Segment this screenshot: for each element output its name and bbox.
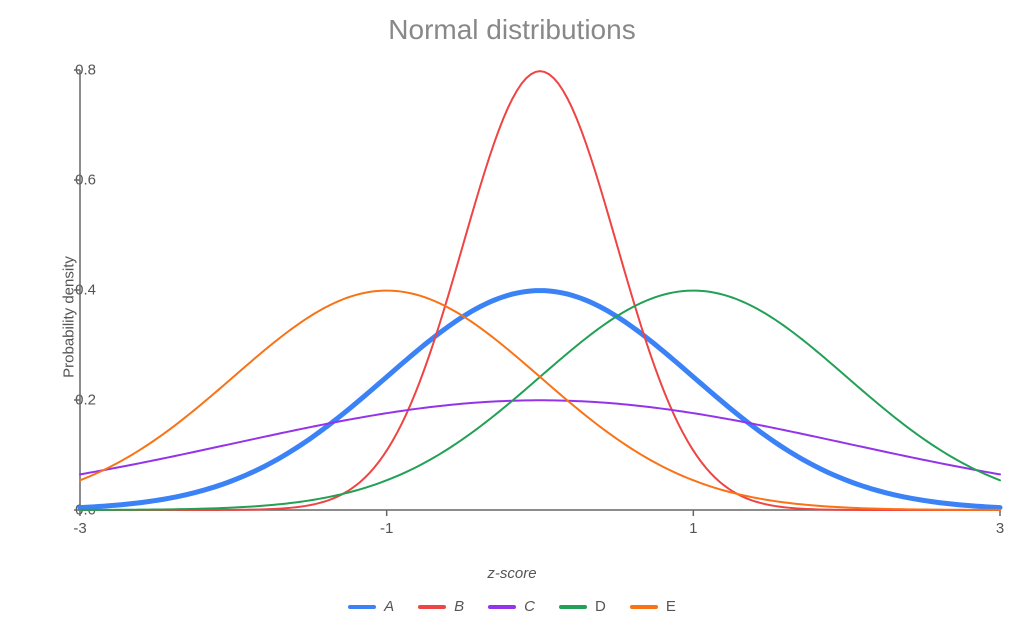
legend-swatch — [488, 605, 516, 609]
legend-label: A — [384, 598, 394, 615]
legend-swatch — [348, 605, 376, 609]
legend-item-C: C — [488, 598, 535, 615]
chart-title: Normal distributions — [0, 14, 1024, 46]
legend-item-E: E — [630, 598, 676, 615]
legend-item-A: A — [348, 598, 394, 615]
x-axis-label: z-score — [0, 565, 1024, 582]
plot-area — [80, 70, 1000, 510]
x-tick: 3 — [996, 520, 1004, 537]
legend-swatch — [559, 605, 587, 609]
x-tick: 1 — [689, 520, 697, 537]
legend-swatch — [630, 605, 658, 609]
legend-item-D: D — [559, 598, 606, 615]
legend-label: E — [666, 598, 676, 615]
chart-container: Normal distributions Probability density… — [0, 0, 1024, 633]
legend-swatch — [418, 605, 446, 609]
series-C — [80, 400, 1000, 474]
legend-label: C — [524, 598, 535, 615]
x-tick: -3 — [73, 520, 86, 537]
y-axis-label: Probability density — [60, 256, 77, 378]
legend: A B C D E — [0, 598, 1024, 615]
legend-label: B — [454, 598, 464, 615]
x-tick: -1 — [380, 520, 393, 537]
legend-label: D — [595, 598, 606, 615]
series-A — [80, 291, 1000, 508]
legend-item-B: B — [418, 598, 464, 615]
